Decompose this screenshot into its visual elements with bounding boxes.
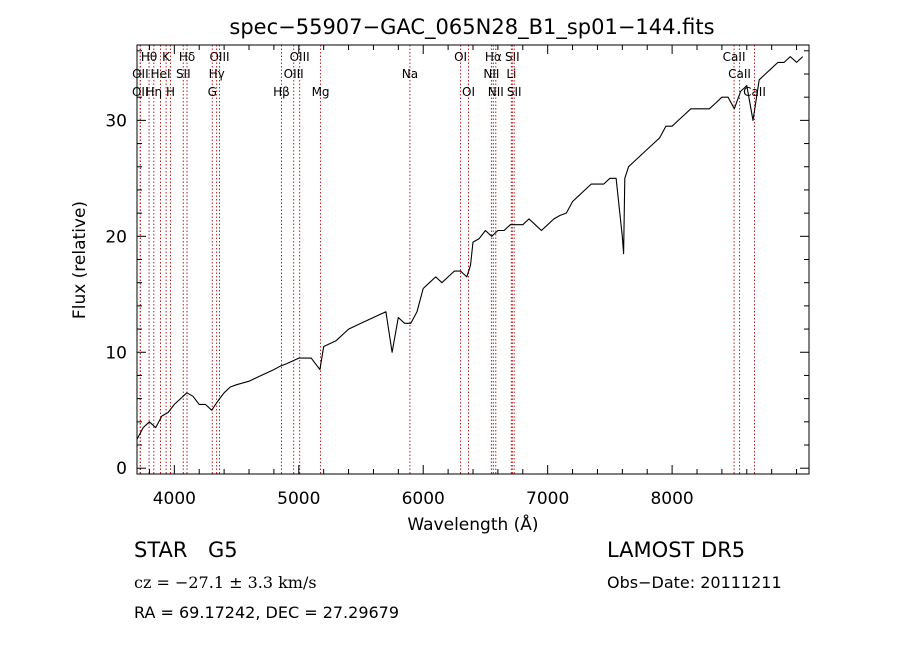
marker-label: Hη [145, 85, 162, 99]
y-tick-label: 20 [105, 227, 127, 247]
x-tick-label: 7000 [526, 489, 569, 509]
y-tick-label: 30 [105, 111, 127, 131]
marker-label: OIII [209, 50, 229, 64]
marker-label: Mg [312, 85, 330, 99]
marker-label: HeI [151, 67, 171, 81]
spectrum-chart: spec−55907−GAC_065N28_B1_sp01−144.fits H… [70, 15, 810, 535]
marker-label: OIII [290, 50, 310, 64]
marker-label: Hγ [209, 67, 225, 81]
marker-label: Hα [485, 50, 502, 64]
marker-label: CaII [728, 67, 751, 81]
object-class: STAR [134, 538, 188, 562]
marker-label: SII [505, 50, 520, 64]
x-tick-label: 5000 [277, 489, 320, 509]
observation-date: Obs−Date: 20111211 [607, 573, 782, 592]
x-axis: 4000 5000 6000 7000 8000 [148, 45, 798, 509]
marker-label: SII [507, 85, 522, 99]
marker-label: K [162, 50, 171, 64]
coordinates: RA = 69.17242, DEC = 27.29679 [134, 603, 400, 622]
x-tick-label: 6000 [402, 489, 445, 509]
y-axis-label: Flux (relative) [70, 201, 90, 319]
spectrum-line [136, 56, 804, 440]
marker-label: Hβ [273, 85, 290, 99]
x-tick-label: 8000 [650, 489, 693, 509]
marker-label: OI [462, 85, 475, 99]
x-tick-label: 4000 [153, 489, 196, 509]
marker-label: G [208, 85, 217, 99]
marker-label: OI [454, 50, 467, 64]
marker-label: NII [488, 85, 504, 99]
survey-name: LAMOST DR5 [607, 538, 746, 562]
marker-label: H [166, 85, 175, 99]
marker-label: SII [176, 67, 191, 81]
marker-label: Li [506, 67, 516, 81]
redshift-value: cz = −27.1 ± 3.3 km/s [134, 573, 317, 592]
object-subclass: G5 [208, 538, 238, 562]
marker-label: Hδ [179, 50, 195, 64]
x-axis-label: Wavelength (Å) [407, 513, 538, 535]
y-axis: 0 10 20 30 [105, 50, 809, 479]
marker-label: Hθ [141, 50, 157, 64]
marker-label: OIII [284, 67, 304, 81]
marker-label: CaII [723, 50, 746, 64]
marker-label: Na [402, 67, 418, 81]
y-tick-label: 0 [116, 459, 127, 479]
marker-label: OII [132, 85, 149, 99]
chart-title: spec−55907−GAC_065N28_B1_sp01−144.fits [229, 15, 714, 40]
marker-label: NII [483, 67, 499, 81]
y-tick-label: 10 [105, 343, 127, 363]
